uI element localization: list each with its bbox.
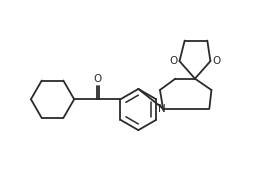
Text: O: O [169,56,178,66]
Text: N: N [158,104,166,113]
Text: O: O [212,56,221,66]
Text: O: O [93,74,101,84]
